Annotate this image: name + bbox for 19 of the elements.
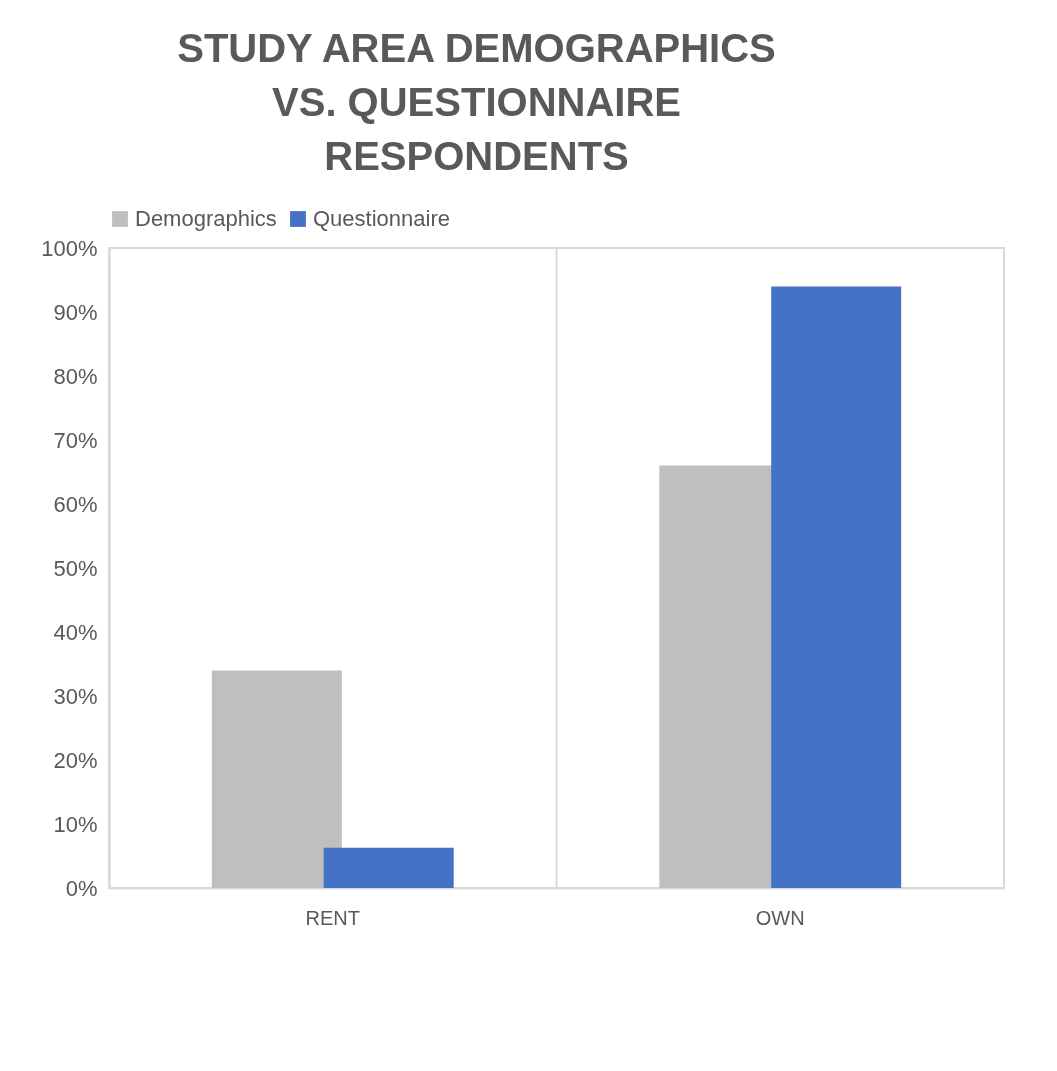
y-tick-label: 50% [53,555,98,581]
bar [211,670,342,888]
y-tick-label: 0% [65,875,98,901]
bar [323,847,454,888]
y-tick-label: 20% [53,747,98,773]
legend-label: Demographics [135,206,277,231]
y-tick-label: 100% [41,235,98,261]
x-tick-label: OWN [755,906,805,929]
y-tick-label: 80% [53,363,98,389]
y-tick-label: 70% [53,427,98,453]
y-tick-label: 90% [53,299,98,325]
legend-label: Questionnaire [313,206,450,231]
bar [771,286,902,888]
y-tick-label: 40% [53,619,98,645]
x-tick-label: RENT [305,906,360,929]
chart-title: STUDY AREA DEMOGRAPHICS VS. QUESTIONNAIRE RESPONDENTS [177,26,776,178]
y-tick-label: 10% [53,811,98,837]
y-tick-label: 30% [53,683,98,709]
y-tick-label: 60% [53,491,98,517]
